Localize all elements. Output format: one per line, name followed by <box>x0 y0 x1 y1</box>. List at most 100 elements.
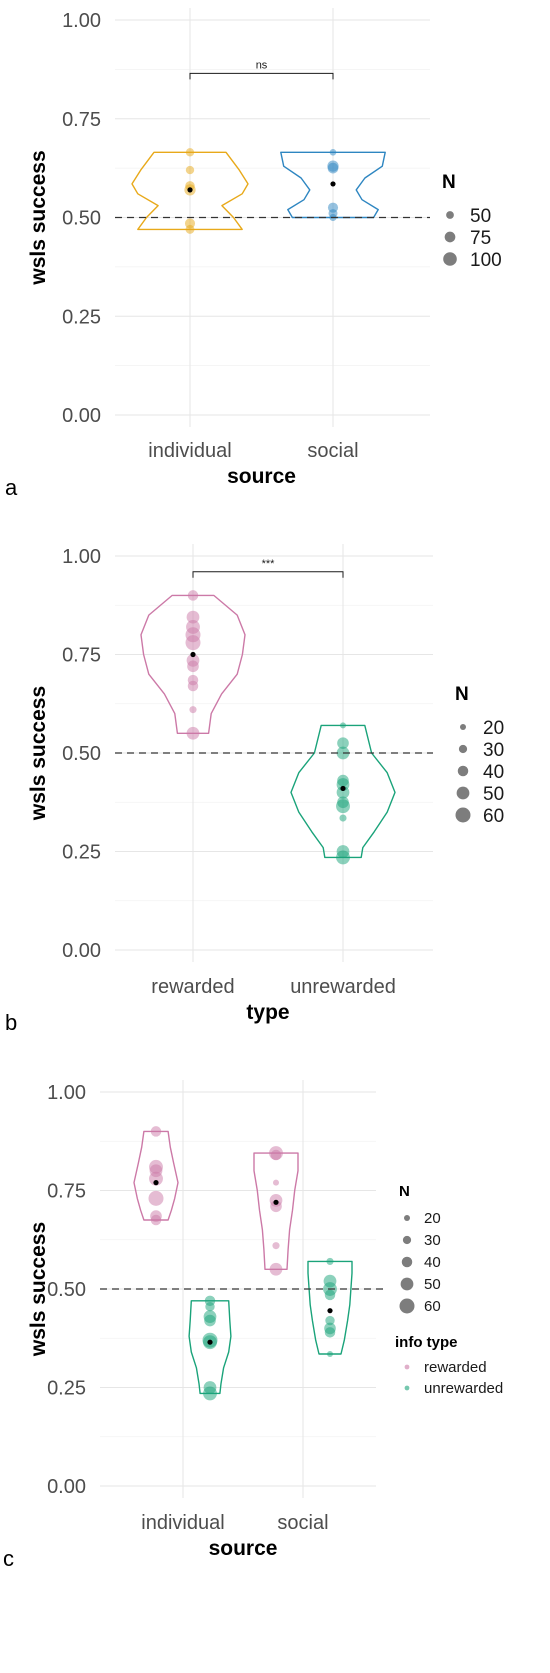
legend-size-key <box>443 252 457 266</box>
data-point <box>325 1315 335 1326</box>
data-point <box>339 814 347 822</box>
y-tick-label: 0.25 <box>62 306 101 328</box>
legend-size-label: 20 <box>483 718 504 739</box>
x-axis-label: source <box>227 465 296 488</box>
data-point <box>185 165 195 175</box>
legend-size-key <box>455 807 471 823</box>
data-point <box>336 850 350 865</box>
legend-size-key <box>457 765 469 777</box>
data-point <box>269 1262 283 1276</box>
legend-size-label: 60 <box>483 806 504 827</box>
legend-size-label: 60 <box>424 1298 441 1315</box>
violin-individual <box>131 151 249 231</box>
legend-color-label-unrewarded: unrewarded <box>424 1380 503 1397</box>
legend-size-label: 30 <box>424 1232 441 1249</box>
violin-social-unrewarded <box>307 1260 353 1355</box>
legend-color-key <box>404 1364 410 1370</box>
data-point <box>187 680 199 692</box>
data-point <box>329 149 337 156</box>
data-point <box>185 635 201 651</box>
significance-label: *** <box>262 558 276 570</box>
legend-color-key <box>404 1385 410 1391</box>
legend-size-key <box>404 1215 410 1221</box>
data-point <box>272 1242 280 1250</box>
legend-size-label: 50 <box>424 1276 441 1293</box>
legend-size-key <box>446 211 454 219</box>
mean-point <box>330 181 336 187</box>
x-tick-label-rewarded: rewarded <box>151 976 234 998</box>
violin-social <box>280 151 386 219</box>
legend-size-key <box>444 231 456 243</box>
legend-size-label: 100 <box>470 250 502 271</box>
legend-size-key <box>401 1256 413 1268</box>
violin-unrewarded <box>290 724 396 859</box>
mean-point <box>207 1339 213 1345</box>
panel-label: a <box>5 475 18 500</box>
violin-individual-unrewarded <box>188 1300 232 1395</box>
violin-rewarded <box>140 594 246 734</box>
data-point <box>336 786 350 799</box>
data-point <box>187 590 199 601</box>
y-tick-label: 0.75 <box>62 109 101 131</box>
data-point <box>340 722 346 729</box>
x-tick-label-social: social <box>277 1512 328 1534</box>
panel-label: c <box>3 1546 14 1571</box>
panel-b: 0.00 0.25 0.50 0.75 1.00 wsls success rewarded… <box>5 544 504 1035</box>
significance-bracket <box>192 571 344 578</box>
y-tick-label: 0.00 <box>62 405 101 427</box>
data-point <box>336 799 350 814</box>
data-point <box>187 660 199 673</box>
x-tick-label-social: social <box>307 440 358 462</box>
y-tick-label: 0.75 <box>62 645 101 667</box>
data-point <box>273 1179 279 1186</box>
significance-bracket <box>189 72 334 80</box>
data-point <box>326 1257 334 1265</box>
data-point <box>270 1200 282 1213</box>
legend-size-key <box>456 786 470 800</box>
x-tick-label-unrewarded: unrewarded <box>290 976 396 998</box>
data-point <box>185 148 195 157</box>
legend-size-label: 40 <box>483 762 504 783</box>
data-point <box>150 1214 162 1226</box>
data-point <box>203 1386 217 1401</box>
mean-point <box>340 785 346 792</box>
data-point <box>270 1149 282 1161</box>
data-point <box>186 610 200 624</box>
mean-point <box>187 187 193 193</box>
y-tick-label: 0.25 <box>62 842 101 864</box>
significance-label: ns <box>256 59 268 71</box>
y-tick-label: 0.50 <box>62 743 101 765</box>
legend-size-label: 75 <box>470 228 491 249</box>
legend-size-key <box>402 1235 412 1245</box>
data-point <box>327 1351 333 1358</box>
y-tick-label: 1.00 <box>47 1082 86 1104</box>
data-point <box>148 1190 164 1206</box>
legend-size-label: 50 <box>483 784 504 805</box>
legend-size-label: 40 <box>424 1254 441 1271</box>
data-point <box>150 1126 162 1137</box>
legend-size-key <box>460 724 466 730</box>
x-tick-label-individual: individual <box>148 440 231 462</box>
y-tick-label: 1.00 <box>62 10 101 32</box>
data-point <box>327 162 339 174</box>
mean-point <box>327 1308 333 1314</box>
legend-size-key <box>399 1298 415 1314</box>
y-axis-label: wsls success <box>27 150 50 285</box>
data-point <box>189 706 197 714</box>
y-tick-label: 0.50 <box>62 208 101 230</box>
legend-size-key <box>458 744 468 754</box>
y-tick-label: 0.75 <box>47 1181 86 1203</box>
panel-label: b <box>5 1010 17 1035</box>
data-point <box>204 1314 216 1327</box>
data-point <box>337 737 349 749</box>
mean-point <box>153 1180 159 1186</box>
legend-size-label: 50 <box>470 206 491 227</box>
data-point <box>186 726 200 740</box>
legend-title-N: N <box>399 1183 410 1200</box>
legend-size-label: 30 <box>483 740 504 761</box>
legend-size-label: 20 <box>424 1210 441 1227</box>
data-point <box>185 224 195 234</box>
legend-title-info-type: info type <box>395 1334 458 1351</box>
legend-size-key <box>400 1277 414 1291</box>
